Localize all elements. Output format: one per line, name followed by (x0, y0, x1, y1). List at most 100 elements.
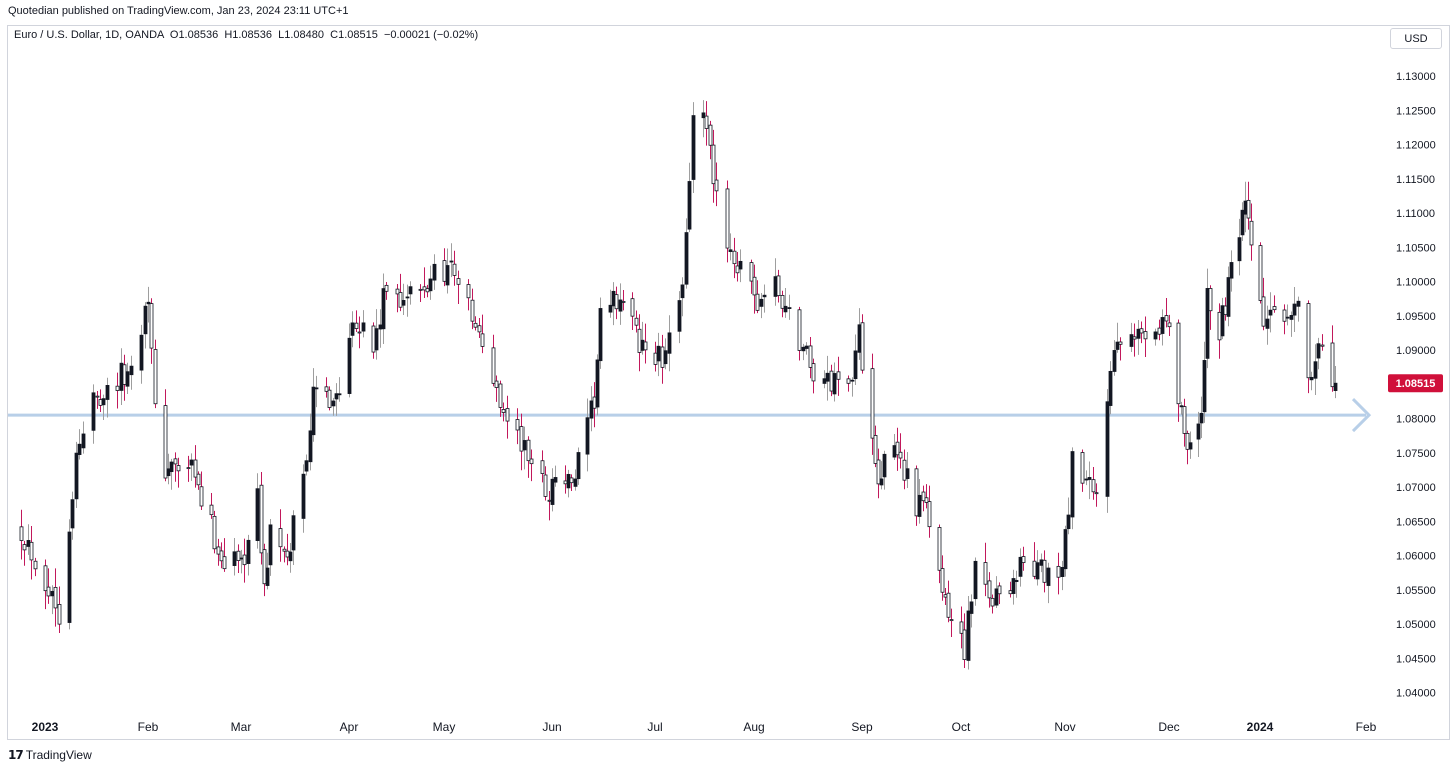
candle-body (1176, 322, 1181, 405)
candle (614, 286, 619, 320)
y-tick-label: 1.11000 (1396, 208, 1435, 220)
candle-body (95, 395, 100, 398)
candle-body (566, 473, 571, 489)
candle (19, 509, 24, 560)
candle (1176, 319, 1181, 422)
candle-body (236, 550, 241, 561)
candle-body (1042, 559, 1047, 583)
candle (212, 510, 217, 554)
currency-button[interactable]: USD (1390, 28, 1442, 49)
y-tick-label: 1.09000 (1396, 345, 1436, 357)
candle (1261, 277, 1266, 331)
x-tick-label: Dec (1158, 720, 1179, 734)
candle (1164, 297, 1169, 328)
y-tick-label: 1.12000 (1396, 140, 1436, 152)
candle (1129, 322, 1134, 353)
candle (643, 323, 648, 364)
candle (589, 386, 594, 432)
tradingview-logo-text: TradingView (25, 748, 92, 762)
candle-body (1039, 559, 1044, 566)
candle-body (470, 299, 475, 322)
candle-body (378, 324, 383, 330)
candle-body (1258, 245, 1263, 301)
candle-body (614, 294, 619, 310)
candle-body (1226, 277, 1231, 317)
candle (773, 258, 778, 306)
candle-body (331, 400, 336, 407)
candle (1091, 466, 1096, 500)
candle (1160, 309, 1165, 346)
candle (1035, 550, 1040, 586)
candle (470, 288, 475, 330)
candle-body (857, 324, 862, 353)
candle-body (589, 400, 594, 419)
candle (494, 375, 499, 402)
x-tick-label: 2024 (1247, 720, 1274, 734)
candle (1246, 181, 1251, 230)
candle (308, 413, 313, 471)
candle (1313, 344, 1318, 395)
candle (57, 586, 62, 633)
candle (1039, 553, 1044, 573)
y-tick-label: 1.07500 (1396, 448, 1436, 460)
candle (653, 341, 658, 372)
candle (1309, 371, 1314, 391)
candle (1258, 242, 1263, 304)
candle-body (701, 112, 706, 119)
candle-body (153, 349, 158, 405)
candle-body (832, 373, 837, 395)
candle (1056, 552, 1061, 595)
candle-body (1306, 303, 1311, 379)
candle-body (1188, 442, 1193, 450)
candle-body (209, 504, 214, 516)
candle (1272, 295, 1277, 313)
candle-body (860, 322, 865, 371)
candle-body (879, 478, 884, 486)
candle-body (811, 363, 816, 382)
candle (1060, 560, 1065, 591)
candle-body (22, 544, 27, 551)
candle-body (105, 385, 110, 400)
candle-body (969, 601, 974, 614)
candle (801, 343, 806, 361)
tradingview-logo[interactable]: 17 TradingView (8, 748, 92, 762)
candle-body (1032, 560, 1037, 577)
x-tick-label: Nov (1054, 720, 1075, 734)
candle (1136, 319, 1141, 355)
candle (176, 457, 181, 488)
symbol-legend: Euro / U.S. Dollar, 1D, OANDA O1.08536 H… (14, 29, 479, 41)
candle (1112, 340, 1117, 376)
candle (776, 269, 781, 303)
candle-body (1118, 341, 1123, 345)
candle-body (917, 494, 922, 517)
candle (1237, 218, 1242, 276)
y-tick-label: 1.11500 (1396, 174, 1435, 186)
candle-body (149, 303, 154, 349)
candle-body (1285, 316, 1290, 319)
candle-body (550, 478, 555, 505)
candle-body (176, 465, 181, 472)
candle (262, 543, 267, 597)
candle (687, 162, 692, 233)
candle-body (1160, 317, 1165, 334)
y-tick-label: 1.10000 (1396, 277, 1436, 289)
candle-body (491, 347, 496, 384)
candle-body (876, 459, 881, 485)
candle (749, 259, 754, 294)
candle-body (1091, 479, 1096, 493)
candle (1070, 447, 1075, 530)
candle-body (519, 426, 524, 452)
y-tick-label: 1.12500 (1396, 105, 1436, 117)
candle (1032, 542, 1037, 580)
candle (327, 386, 332, 411)
candle (1153, 328, 1158, 346)
candle (857, 308, 862, 360)
candle-body (1080, 452, 1085, 484)
candle (755, 280, 760, 314)
candle-body (1115, 341, 1120, 350)
candle-body (173, 458, 178, 465)
candle (129, 355, 134, 390)
candle-body (1265, 318, 1270, 329)
candle (752, 264, 757, 314)
